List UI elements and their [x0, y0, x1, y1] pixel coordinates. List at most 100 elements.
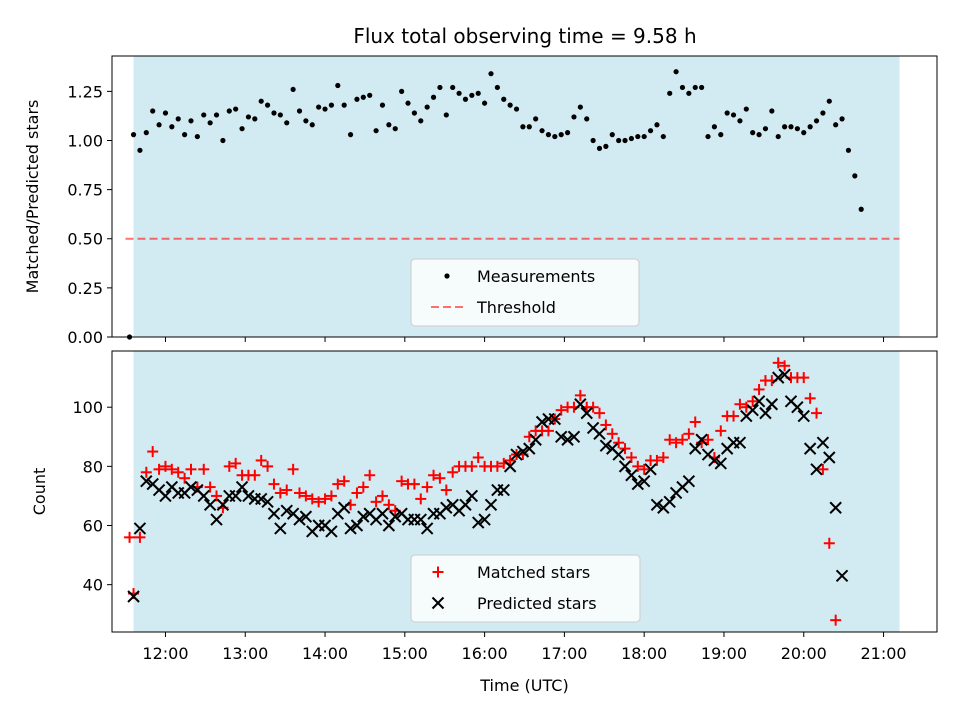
measurement-point [475, 90, 481, 96]
x-tick-label: 15:00 [382, 644, 428, 663]
predicted-star-point [529, 433, 542, 446]
y-tick-label: 0.00 [67, 328, 103, 347]
measurement-point [788, 124, 794, 130]
matched-star-point [230, 457, 242, 469]
matched-star-point [747, 395, 759, 407]
predicted-star-point [350, 519, 364, 532]
matched-star-point [179, 472, 191, 484]
measurement-point [718, 132, 724, 138]
predicted-star-point [644, 463, 657, 476]
matched-star-point [274, 487, 286, 499]
y-tick-label: 60 [83, 517, 103, 536]
matched-star-point [185, 463, 197, 475]
measurement-point [188, 118, 194, 124]
predicted-star-point [714, 457, 727, 470]
matched-star-point [223, 460, 235, 472]
predicted-star-point [140, 474, 153, 488]
y-tick-label: 100 [72, 398, 103, 417]
measurement-point [443, 112, 449, 118]
measurement-point [577, 104, 583, 110]
measurement-point [756, 132, 762, 138]
predicted-star-point [752, 395, 766, 408]
predicted-star-point [829, 501, 842, 514]
matched-star-point [702, 434, 714, 446]
matched-star-point [440, 484, 452, 496]
measurement-point [807, 124, 813, 130]
measurement-point [801, 130, 807, 136]
matched-star-point [734, 398, 746, 410]
measurement-points [126, 69, 864, 340]
predicted-star-point [612, 448, 625, 461]
count-panel: 40 60 80 100 12:00 13:00 14:00 15:00 16:00 17:00… [30, 350, 938, 695]
matched-star-point [434, 472, 446, 484]
measurement-point [833, 122, 839, 128]
matched-star-point [683, 428, 695, 440]
measurement-point [539, 128, 545, 134]
predicted-star-point [689, 442, 702, 455]
predicted-star-point [197, 489, 210, 503]
measurement-point [201, 112, 207, 118]
matched-star-point [281, 484, 293, 496]
measurement-point [360, 94, 366, 100]
measurement-point [667, 90, 673, 96]
measurement-point [820, 110, 826, 116]
matched-star-point [415, 493, 427, 505]
matched-star-point [823, 537, 835, 549]
measurement-point [271, 110, 277, 116]
matched-star-point [204, 481, 216, 493]
measurement-point [769, 108, 775, 114]
measurement-point [558, 132, 564, 138]
matched-star-point [147, 446, 159, 458]
matched-star-point [772, 357, 784, 369]
matched-star-point [447, 466, 459, 478]
matched-star-point [287, 463, 299, 475]
measurement-point [622, 137, 628, 144]
predicted-star-point [254, 492, 268, 506]
count-legend-box [410, 554, 641, 623]
measurement-point [469, 92, 475, 98]
x-tick-label: 18:00 [621, 644, 667, 663]
measurement-point [296, 108, 303, 114]
measurement-point [526, 124, 532, 130]
measurement-point [347, 132, 354, 138]
measurement-point [277, 112, 283, 118]
measurement-point [679, 84, 686, 91]
measurement-point [641, 133, 647, 140]
matched-star-point [294, 487, 305, 499]
matched-star-point [332, 478, 344, 490]
matched-star-point [817, 463, 829, 475]
count-y-ticks: 40 60 80 100 [72, 398, 112, 595]
matched-star-point [804, 392, 816, 404]
predicted-star-point [561, 433, 574, 446]
matched-star-point [211, 490, 223, 502]
measurement-point [430, 94, 437, 100]
predicted-star-point [580, 406, 593, 420]
measurement-point [673, 69, 679, 75]
measurement-point [130, 132, 137, 138]
legend-label-measurements: Measurements [477, 267, 595, 286]
predicted-star-point [261, 495, 274, 509]
measurement-point [635, 133, 641, 140]
count-axes-frame [111, 350, 938, 633]
matched-star-point [798, 372, 810, 384]
measurement-point [373, 128, 379, 134]
matched-star-point [134, 531, 146, 543]
measurement-point [194, 133, 200, 140]
measurement-point [418, 118, 424, 124]
measurement-point [609, 132, 615, 138]
matched-star-point [811, 407, 823, 419]
measurement-point [450, 84, 456, 91]
matched-star-point [472, 451, 484, 463]
predicted-star-point [159, 489, 172, 503]
matched-star-point [408, 478, 420, 490]
measurement-point [207, 120, 213, 126]
measurement-point [322, 106, 328, 112]
matched-star-point [396, 475, 408, 487]
predicted-star-point [516, 445, 530, 458]
measurement-point [354, 96, 360, 102]
predicted-star-point [382, 519, 396, 532]
measurement-point [399, 88, 405, 94]
predicted-star-point [823, 451, 836, 464]
measurement-point [737, 118, 743, 124]
